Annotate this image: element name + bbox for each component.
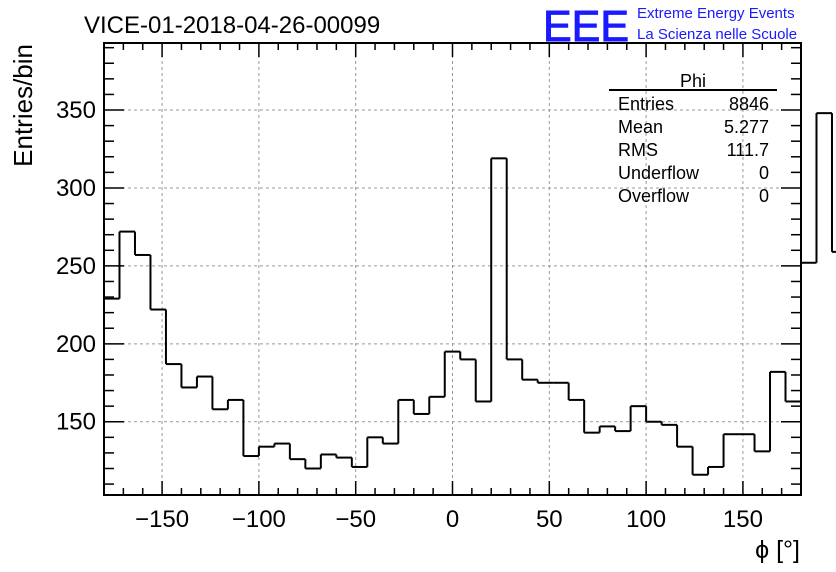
stats-value: 5.277 — [724, 117, 769, 137]
stats-label: Underflow — [618, 163, 700, 183]
histogram-series — [104, 112, 836, 476]
stats-value: 8846 — [729, 94, 769, 114]
logo-line-2: La Scienza nelle Scuole — [637, 26, 797, 43]
y-tick-label: 350 — [56, 97, 96, 124]
x-axis: −150 −100 −50 0 50 100 150 — [122, 43, 783, 533]
x-tick-label: 100 — [626, 506, 666, 533]
x-tick-label: 150 — [723, 506, 763, 533]
stats-value: 111.7 — [727, 140, 769, 160]
stats-label: Entries — [618, 94, 674, 114]
y-tick-label: 150 — [56, 409, 96, 436]
x-tick-label: 50 — [536, 506, 563, 533]
y-tick-label: 250 — [56, 253, 96, 280]
x-tick-label: −50 — [335, 506, 376, 533]
x-tick-label: −150 — [135, 506, 189, 533]
logo-line-1: Extreme Energy Events — [637, 5, 795, 22]
stats-label: RMS — [618, 140, 658, 160]
y-axis: 150 200 250 300 350 — [56, 46, 801, 485]
y-tick-label: 200 — [56, 331, 96, 358]
stats-value: 0 — [759, 163, 769, 183]
eee-logo-mark: EEE — [543, 2, 629, 51]
grid-lines — [104, 43, 801, 495]
x-axis-label: ϕ [°] — [755, 536, 800, 564]
stats-box-title: Phi — [680, 71, 706, 91]
x-tick-label: −100 — [232, 506, 286, 533]
eee-logo: EEE Extreme Energy Events La Scienza nel… — [543, 2, 798, 52]
y-axis-label: Entries/bin — [8, 44, 38, 167]
stats-box: Phi Entries 8846 Mean 5.277 RMS 111.7 Underflo… — [609, 71, 777, 206]
x-tick-label: 0 — [446, 506, 459, 533]
stats-value: 0 — [759, 186, 769, 206]
y-tick-label: 300 — [56, 175, 96, 202]
chart-title: VICE-01-2018-04-26-00099 — [84, 12, 380, 39]
stats-label: Overflow — [618, 186, 690, 206]
stats-label: Mean — [618, 117, 663, 137]
